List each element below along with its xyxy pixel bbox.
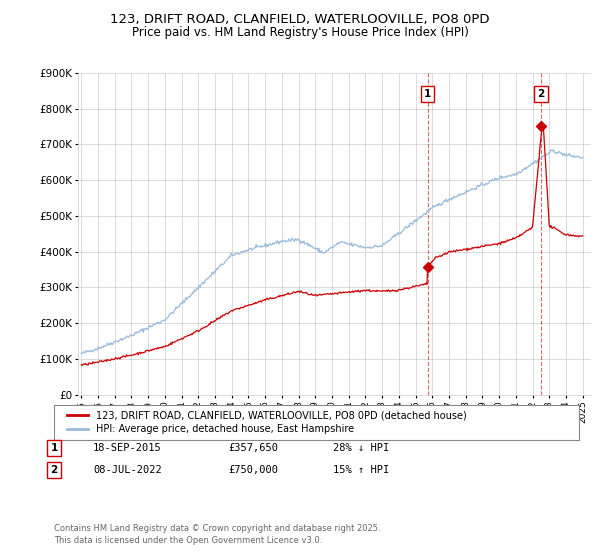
- Text: £357,650: £357,650: [228, 443, 278, 453]
- Text: Price paid vs. HM Land Registry's House Price Index (HPI): Price paid vs. HM Land Registry's House …: [131, 26, 469, 39]
- Text: 15% ↑ HPI: 15% ↑ HPI: [333, 465, 389, 475]
- Text: Contains HM Land Registry data © Crown copyright and database right 2025.
This d: Contains HM Land Registry data © Crown c…: [54, 524, 380, 545]
- Text: 1: 1: [424, 89, 431, 99]
- Text: 18-SEP-2015: 18-SEP-2015: [93, 443, 162, 453]
- Text: 28% ↓ HPI: 28% ↓ HPI: [333, 443, 389, 453]
- Text: 1: 1: [50, 443, 58, 453]
- Text: 2: 2: [538, 89, 545, 99]
- Text: 123, DRIFT ROAD, CLANFIELD, WATERLOOVILLE, PO8 0PD: 123, DRIFT ROAD, CLANFIELD, WATERLOOVILL…: [110, 13, 490, 26]
- Legend: 123, DRIFT ROAD, CLANFIELD, WATERLOOVILLE, PO8 0PD (detached house), HPI: Averag: 123, DRIFT ROAD, CLANFIELD, WATERLOOVILL…: [63, 406, 471, 438]
- Text: £750,000: £750,000: [228, 465, 278, 475]
- Text: 08-JUL-2022: 08-JUL-2022: [93, 465, 162, 475]
- Text: 2: 2: [50, 465, 58, 475]
